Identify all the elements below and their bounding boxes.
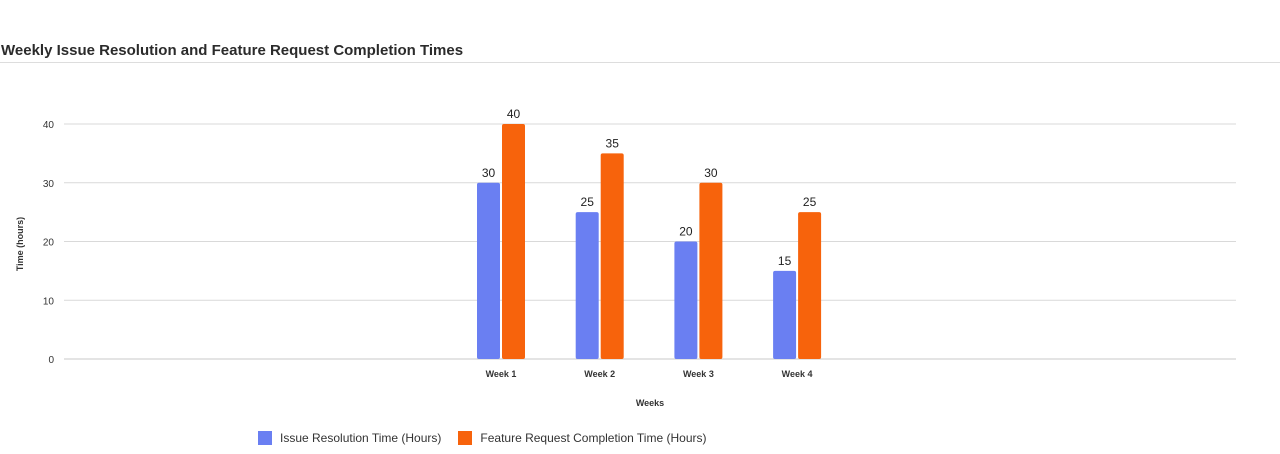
legend-label-issue-resolution: Issue Resolution Time (Hours) bbox=[280, 431, 442, 445]
data-label-issue-resolution-2: 25 bbox=[581, 195, 595, 209]
data-label-issue-resolution-3: 20 bbox=[679, 225, 693, 239]
x-tick-label-4: Week 4 bbox=[782, 369, 813, 379]
legend-swatch-issue-resolution bbox=[258, 431, 272, 445]
chart-legend: Issue Resolution Time (Hours) Feature Re… bbox=[258, 431, 723, 445]
data-label-feature-request-3: 30 bbox=[704, 166, 718, 180]
bar-issue-resolution-4 bbox=[773, 270, 797, 359]
data-label-feature-request-2: 35 bbox=[606, 136, 620, 150]
legend-item-issue-resolution[interactable]: Issue Resolution Time (Hours) bbox=[258, 431, 441, 445]
data-label-issue-resolution-4: 15 bbox=[778, 254, 792, 268]
bar-feature-request-1 bbox=[502, 124, 525, 359]
x-axis-title: Weeks bbox=[636, 398, 664, 408]
bar-feature-request-4 bbox=[798, 212, 822, 359]
chart-title: Weekly Issue Resolution and Feature Requ… bbox=[1, 42, 464, 59]
bar-issue-resolution-2 bbox=[575, 212, 599, 359]
y-tick-label-40: 40 bbox=[43, 120, 55, 131]
y-tick-label-30: 30 bbox=[43, 179, 55, 190]
bar-feature-request-3 bbox=[699, 182, 723, 359]
x-tick-label-3: Week 3 bbox=[683, 369, 714, 379]
data-label-feature-request-4: 25 bbox=[803, 195, 817, 209]
data-label-feature-request-1: 40 bbox=[507, 107, 521, 121]
bar-issue-resolution-1 bbox=[477, 182, 500, 359]
bar-issue-resolution-3 bbox=[674, 241, 698, 359]
bar-chart: 0 10 20 30 40 Time (hours) 30 40 Week 1 25 35 Week … bbox=[15, 107, 1236, 408]
y-tick-label-10: 10 bbox=[43, 296, 55, 307]
bar-feature-request-2 bbox=[600, 153, 624, 359]
legend-label-feature-request: Feature Request Completion Time (Hours) bbox=[480, 431, 707, 445]
y-axis-title: Time (hours) bbox=[15, 217, 25, 271]
chart-header: Weekly Issue Resolution and Feature Requ… bbox=[0, 0, 1280, 63]
y-tick-label-20: 20 bbox=[43, 238, 55, 249]
legend-swatch-feature-request bbox=[458, 431, 473, 445]
x-tick-label-2: Week 2 bbox=[584, 369, 615, 379]
x-tick-label-1: Week 1 bbox=[486, 369, 517, 379]
legend-item-feature-request[interactable]: Feature Request Completion Time (Hours) bbox=[458, 431, 706, 445]
data-label-issue-resolution-1: 30 bbox=[482, 166, 496, 180]
y-tick-label-0: 0 bbox=[48, 355, 54, 366]
